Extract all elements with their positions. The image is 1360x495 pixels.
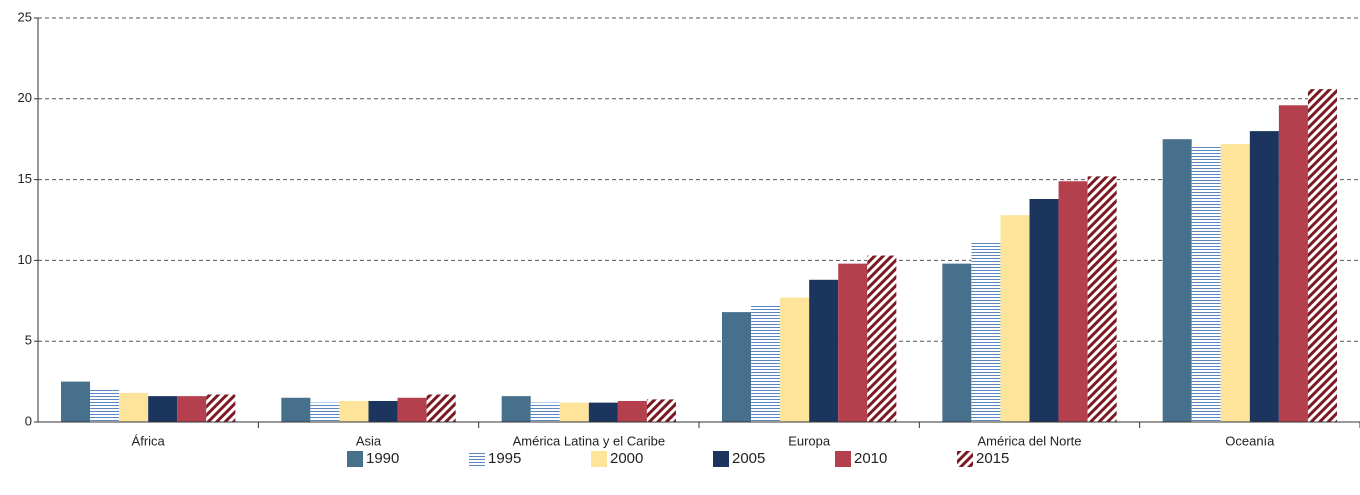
- bar: [1249, 131, 1279, 422]
- y-tick-label: 0: [25, 413, 32, 428]
- legend-label: 1995: [488, 450, 521, 467]
- x-tick-label: Europa: [788, 433, 831, 448]
- bar: [942, 263, 972, 422]
- y-tick-label: 20: [18, 90, 32, 105]
- bar: [1029, 198, 1059, 422]
- legend-swatch: [835, 451, 851, 467]
- bar: [780, 297, 810, 422]
- y-tick-label: 15: [18, 171, 32, 186]
- bar: [1278, 105, 1308, 422]
- y-tick-label: 25: [18, 9, 32, 24]
- legend-swatch: [347, 451, 363, 467]
- bar: [1191, 145, 1221, 422]
- x-tick-label: América Latina y el Caribe: [513, 433, 665, 448]
- x-tick-label: África: [132, 433, 166, 448]
- legend-label: 2015: [976, 450, 1009, 467]
- legend-label: 1990: [366, 450, 399, 467]
- y-tick-label: 10: [18, 252, 32, 267]
- bar: [1058, 181, 1088, 422]
- bar: [310, 402, 340, 422]
- legend-label: 2010: [854, 450, 887, 467]
- bar: [206, 394, 236, 422]
- bar: [559, 402, 589, 422]
- bar: [617, 400, 647, 422]
- bar: [177, 396, 207, 422]
- bar: [646, 399, 676, 422]
- bar: [281, 397, 311, 422]
- bar: [751, 305, 781, 422]
- bar: [119, 392, 149, 422]
- legend-swatch: [713, 451, 729, 467]
- x-tick-label: América del Norte: [977, 433, 1081, 448]
- legend-swatch: [469, 451, 485, 467]
- bar: [1307, 89, 1337, 422]
- bar: [867, 255, 897, 422]
- bar: [501, 396, 531, 422]
- bar: [722, 312, 752, 422]
- bar: [1000, 215, 1030, 422]
- bar: [368, 400, 398, 422]
- bar: [588, 402, 618, 422]
- bar: [90, 388, 120, 422]
- bar: [838, 263, 868, 422]
- y-tick-label: 5: [25, 333, 32, 348]
- bar: [1087, 176, 1117, 422]
- bar: [339, 400, 369, 422]
- bar: [809, 279, 839, 422]
- legend-swatch: [957, 451, 973, 467]
- bar: [148, 396, 178, 422]
- legend-swatch: [591, 451, 607, 467]
- x-tick-label: Oceanía: [1225, 433, 1275, 448]
- legend-label: 2000: [610, 450, 643, 467]
- bar: [1162, 139, 1192, 422]
- bar: [397, 397, 427, 422]
- bar: [61, 381, 91, 422]
- bar: [426, 394, 456, 422]
- x-tick-label: Asia: [356, 433, 382, 448]
- bar: [1220, 144, 1250, 422]
- legend-label: 2005: [732, 450, 765, 467]
- bar: [971, 241, 1001, 422]
- bar: [530, 402, 560, 422]
